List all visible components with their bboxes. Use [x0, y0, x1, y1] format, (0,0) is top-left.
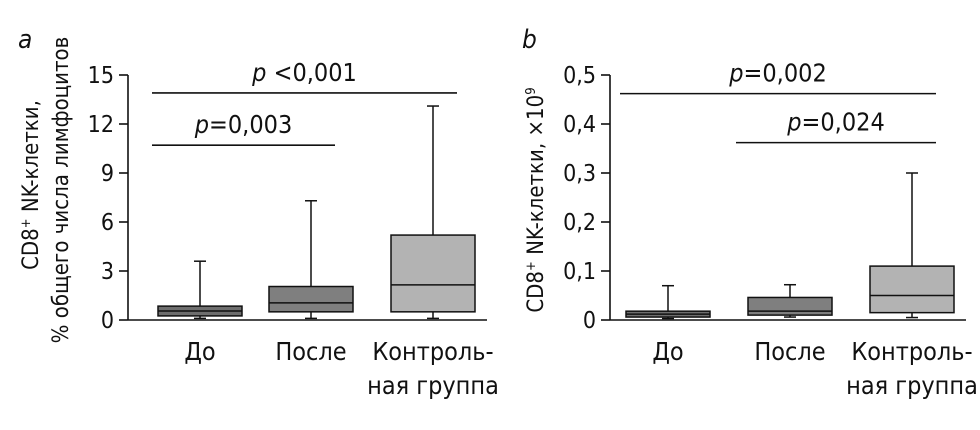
- panel-a-box-2: [390, 105, 476, 320]
- panel-b-p-letter: p: [728, 59, 743, 88]
- panel-b-box-body: [869, 265, 955, 314]
- panel-b-box-1: [747, 283, 833, 318]
- panel-a-y-tick-label: 0: [101, 308, 114, 334]
- panel-a-box-0: [157, 260, 243, 320]
- panel-b-y-tick-label: 0,2: [563, 210, 596, 236]
- panel-a-ylabel-rest: NK-клетки,: [19, 100, 44, 218]
- panel-a-category-label: До: [184, 337, 215, 366]
- panel-a-box-body: [268, 285, 354, 313]
- panel-b-y-tick-label: 0,4: [563, 112, 596, 138]
- panel-b-category-label: До: [652, 337, 683, 366]
- panel-a-category-label: После: [275, 337, 346, 366]
- panel-a-y-tick-label: 6: [101, 210, 114, 236]
- panel-b-ylabel-main: CD8: [524, 271, 549, 313]
- panel-a-ylabel-line1: CD8+ NK-клетки,: [19, 100, 44, 270]
- panel-b-p-value: p=0,002: [728, 59, 827, 88]
- panel-b: b CD8+ NK-клетки, ×109: [522, 25, 549, 313]
- panel-b-box-0: [625, 284, 711, 320]
- panel-a: a CD8+ NK-клетки, % общего числа лимфоци…: [18, 25, 74, 343]
- panel-b-y-tick-label: 0,1: [563, 259, 596, 285]
- panel-a-ylabel-sup: +: [19, 218, 34, 228]
- panel-a-y-tick-label: 12: [88, 112, 114, 138]
- panel-a-box-1: [268, 200, 354, 320]
- panel-b-box-2: [869, 172, 955, 319]
- panel-b-p-text: =0,024: [802, 108, 885, 137]
- panel-a-ylabel-main: CD8: [19, 228, 44, 270]
- panel-a-p-text: <0,001: [266, 58, 356, 87]
- panel-a-p-letter: p: [194, 110, 209, 139]
- panel-b-y-tick-label: 0: [583, 308, 596, 334]
- panel-b-box-body: [747, 296, 833, 316]
- panel-a-category-label-line2: ная группа: [367, 371, 499, 400]
- panel-b-ylabel-rest: NK-клетки, ×10: [524, 95, 549, 261]
- panel-b-label: b: [522, 25, 537, 55]
- panel-b-category-label-line2: ная группа: [846, 371, 978, 400]
- panel-b-category-label: После: [754, 337, 825, 366]
- panel-a-category-label: Контроль-: [372, 337, 493, 366]
- panel-b-p-value: p=0,024: [786, 108, 885, 137]
- panel-a-p-text: =0,003: [209, 110, 292, 139]
- panel-b-category-label: Контроль-: [851, 337, 972, 366]
- panel-b-plot: 0 0,1 0,2 0,3 0,4 0,5 До После Контроль-ная груп…: [563, 59, 978, 400]
- panel-a-y-tick-label: 3: [101, 259, 114, 285]
- panel-a-label: a: [18, 25, 32, 55]
- panel-b-y-tick-label: 0,3: [563, 161, 596, 187]
- panel-a-box-body: [390, 234, 476, 313]
- panel-b-ylabel-sup2: 9: [524, 87, 539, 94]
- panel-a-y-tick-label: 15: [88, 63, 114, 89]
- panel-b-p-letter: p: [786, 108, 801, 137]
- panel-b-ylabel-sup: +: [524, 261, 539, 271]
- panel-b-p-text: =0,002: [744, 59, 827, 88]
- panel-a-p-letter: p: [251, 58, 266, 87]
- panel-a-y-tick-label: 9: [101, 161, 114, 187]
- panel-b-y-tick-label: 0,5: [563, 63, 596, 89]
- panel-b-ylabel: CD8+ NK-клетки, ×109: [524, 87, 549, 312]
- panel-a-p-value: p <0,001: [251, 58, 357, 87]
- panel-a-ylabel-line2: % общего числа лимфоцитов: [49, 37, 74, 344]
- panel-a-p-value: p=0,003: [194, 110, 293, 139]
